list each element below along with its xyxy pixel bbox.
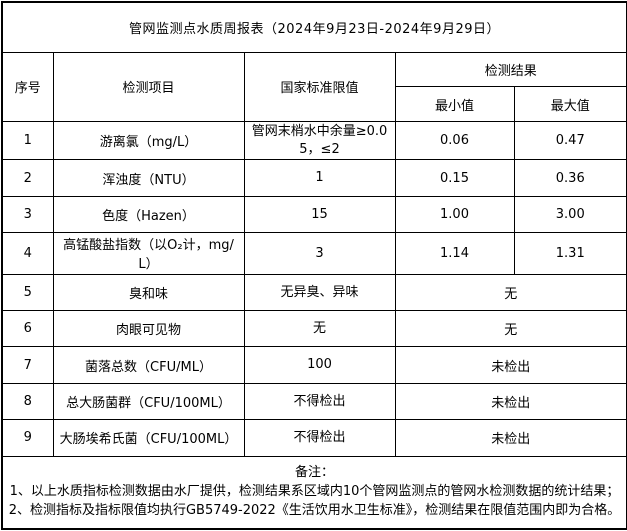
row-result: 无 (394, 273, 627, 312)
table-row: 3 色度（Hazen） 15 1.00 3.00 (1, 195, 627, 234)
row-item: 浑浊度（NTU） (52, 159, 245, 197)
row-limit: 不得检出 (243, 382, 396, 421)
row-no: 8 (1, 382, 54, 421)
row-min: 0.15 (394, 159, 515, 197)
row-limit: 100 (243, 346, 396, 384)
row-limit: 1 (243, 159, 396, 197)
row-min: 1.00 (394, 195, 515, 234)
row-no: 3 (1, 195, 54, 234)
table-subheader-row: 最小值 最大值 (2, 86, 627, 122)
table-row: 5 臭和味 无异臭、异味 无 (1, 273, 627, 312)
table-row: 9 大肠埃希氏菌（CFU/100ML） 不得检出 未检出 (1, 419, 627, 457)
row-limit: 管网末梢水中余量≥0.05，≤2 (243, 120, 396, 161)
row-limit: 无异臭、异味 (243, 273, 396, 312)
row-no: 4 (1, 232, 54, 275)
row-min: 0.06 (394, 120, 515, 161)
row-item: 游离氯（mg/L） (52, 120, 245, 161)
column-header-limit: 国家标准限值 (243, 52, 396, 122)
row-result: 未检出 (394, 382, 627, 421)
column-header-max: 最大值 (513, 86, 627, 122)
row-item: 臭和味 (52, 273, 245, 312)
column-header-no: 序号 (1, 52, 54, 122)
row-max: 3.00 (513, 195, 627, 234)
row-limit: 不得检出 (243, 419, 396, 457)
column-header-min: 最小值 (394, 86, 515, 122)
page-title: 管网监测点水质周报表（2024年9月23日-2024年9月29日） (1, 1, 627, 54)
row-item: 高锰酸盐指数（以O₂计，mg/L） (52, 232, 245, 275)
table-row: 4 高锰酸盐指数（以O₂计，mg/L） 3 1.14 1.31 (1, 232, 627, 275)
notes-row: 备注： 1、以上水质指标检测数据由水厂提供，检测结果系区域内10个管网监测点的管… (1, 455, 627, 530)
notes-line-1: 1、以上水质指标检测数据由水厂提供，检测结果系区域内10个管网监测点的管网水检测… (9, 483, 620, 499)
row-result: 未检出 (394, 419, 627, 457)
column-header-result-group: 检测结果 (394, 52, 627, 88)
row-no: 2 (1, 159, 54, 197)
row-item: 总大肠菌群（CFU/100ML） (52, 382, 245, 421)
row-item: 色度（Hazen） (52, 195, 245, 234)
row-max: 1.31 (513, 232, 627, 275)
row-result: 无 (394, 309, 627, 348)
notes-cell: 备注： 1、以上水质指标检测数据由水厂提供，检测结果系区域内10个管网监测点的管… (1, 455, 627, 530)
row-item: 大肠埃希氏菌（CFU/100ML） (52, 419, 245, 457)
table-header-row: 序号 检测项目 国家标准限值 检测结果 (1, 52, 627, 122)
row-limit: 15 (243, 195, 396, 234)
table-row: 1 游离氯（mg/L） 管网末梢水中余量≥0.05，≤2 0.06 0.47 (1, 120, 627, 161)
notes-label: 备注： (295, 465, 335, 481)
row-no: 1 (1, 120, 54, 161)
row-no: 6 (1, 309, 54, 348)
row-no: 5 (1, 273, 54, 312)
table-row: 8 总大肠菌群（CFU/100ML） 不得检出 未检出 (1, 382, 627, 421)
row-item: 肉眼可见物 (52, 309, 245, 348)
row-no: 9 (1, 419, 54, 457)
row-min: 1.14 (394, 232, 515, 275)
row-limit: 无 (243, 309, 396, 348)
row-max: 0.47 (513, 120, 627, 161)
row-no: 7 (1, 346, 54, 384)
notes-line-2: 2、检测指标及指标限值均执行GB5749-2022《生活饮用水卫生标准》，检测结… (8, 502, 621, 518)
row-max: 0.36 (513, 159, 627, 197)
table-title-row: 管网监测点水质周报表（2024年9月23日-2024年9月29日） (1, 1, 627, 54)
column-header-item: 检测项目 (52, 52, 245, 122)
table-row: 2 浑浊度（NTU） 1 0.15 0.36 (1, 159, 627, 197)
table-row: 7 菌落总数（CFU/ML） 100 未检出 (1, 346, 627, 384)
table-row: 6 肉眼可见物 无 无 (1, 309, 627, 348)
row-item: 菌落总数（CFU/ML） (52, 346, 245, 384)
row-limit: 3 (243, 232, 396, 275)
row-result: 未检出 (394, 346, 627, 384)
